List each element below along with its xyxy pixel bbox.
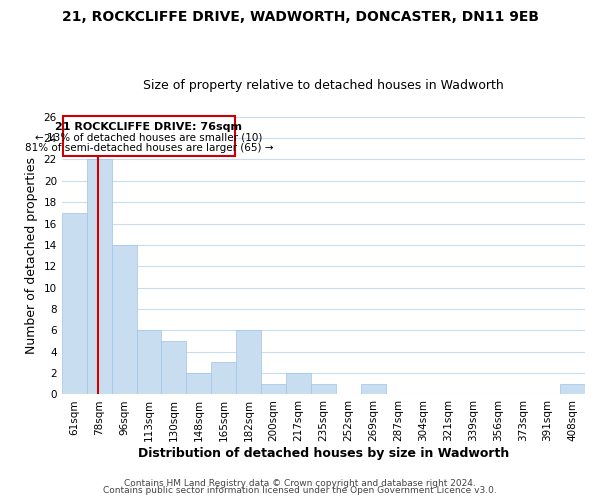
Title: Size of property relative to detached houses in Wadworth: Size of property relative to detached ho… xyxy=(143,79,504,92)
Bar xyxy=(286,373,311,394)
Bar xyxy=(62,213,86,394)
Text: ← 13% of detached houses are smaller (10): ← 13% of detached houses are smaller (10… xyxy=(35,132,263,142)
Bar xyxy=(187,373,211,394)
Text: 21, ROCKCLIFFE DRIVE, WADWORTH, DONCASTER, DN11 9EB: 21, ROCKCLIFFE DRIVE, WADWORTH, DONCASTE… xyxy=(62,10,539,24)
Text: Contains public sector information licensed under the Open Government Licence v3: Contains public sector information licen… xyxy=(103,486,497,495)
Bar xyxy=(261,384,286,394)
Bar xyxy=(112,245,137,394)
Text: Contains HM Land Registry data © Crown copyright and database right 2024.: Contains HM Land Registry data © Crown c… xyxy=(124,478,476,488)
Bar xyxy=(236,330,261,394)
Bar xyxy=(161,341,187,394)
Text: 81% of semi-detached houses are larger (65) →: 81% of semi-detached houses are larger (… xyxy=(25,143,273,153)
Bar xyxy=(137,330,161,394)
X-axis label: Distribution of detached houses by size in Wadworth: Distribution of detached houses by size … xyxy=(138,447,509,460)
Text: 21 ROCKCLIFFE DRIVE: 76sqm: 21 ROCKCLIFFE DRIVE: 76sqm xyxy=(55,122,242,132)
FancyBboxPatch shape xyxy=(63,116,235,156)
Bar xyxy=(560,384,585,394)
Bar xyxy=(311,384,336,394)
Y-axis label: Number of detached properties: Number of detached properties xyxy=(25,157,38,354)
Bar xyxy=(211,362,236,394)
Bar xyxy=(361,384,386,394)
Bar xyxy=(86,160,112,394)
